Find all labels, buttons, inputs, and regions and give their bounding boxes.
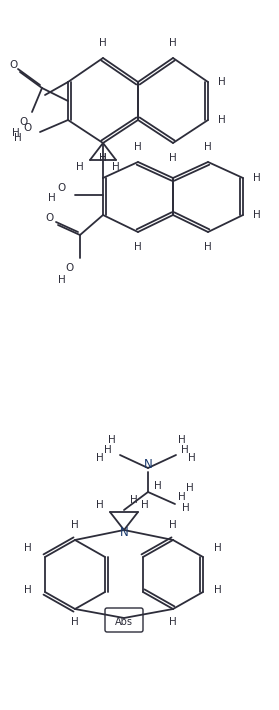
FancyBboxPatch shape (105, 608, 143, 632)
Text: H: H (253, 173, 261, 183)
Text: H: H (169, 617, 177, 627)
Text: H: H (14, 133, 22, 143)
Text: H: H (204, 142, 212, 152)
Text: H: H (24, 543, 32, 553)
Text: Abs: Abs (115, 617, 133, 627)
Text: H: H (130, 495, 138, 505)
Text: H: H (71, 520, 79, 530)
Text: H: H (12, 128, 20, 138)
Text: H: H (99, 38, 107, 48)
Text: H: H (134, 242, 142, 252)
Text: O: O (20, 117, 28, 127)
Text: H: H (58, 275, 66, 285)
Text: H: H (214, 543, 222, 553)
Text: H: H (186, 483, 194, 493)
Text: H: H (96, 453, 104, 463)
Text: H: H (112, 162, 120, 172)
Text: H: H (154, 481, 162, 491)
Text: O: O (58, 183, 66, 193)
Text: H: H (253, 210, 261, 220)
Text: H: H (169, 520, 177, 530)
Text: H: H (76, 162, 84, 172)
Text: H: H (188, 453, 196, 463)
Text: O: O (46, 213, 54, 223)
Text: H: H (48, 193, 56, 203)
Text: H: H (178, 492, 186, 502)
Text: H: H (218, 77, 226, 87)
Text: O: O (10, 60, 18, 70)
Text: H: H (214, 585, 222, 595)
Text: H: H (169, 38, 177, 48)
Text: N: N (144, 459, 152, 471)
Text: O: O (24, 123, 32, 133)
Text: H: H (204, 242, 212, 252)
Text: H: H (182, 503, 190, 513)
Text: H: H (24, 585, 32, 595)
Text: H: H (169, 153, 177, 163)
Text: H: H (108, 435, 116, 445)
Text: H: H (141, 500, 149, 510)
Text: H: H (178, 435, 186, 445)
Text: H: H (134, 142, 142, 152)
Text: H: H (218, 115, 226, 125)
Text: H: H (104, 445, 112, 455)
Text: H: H (71, 617, 79, 627)
Text: N: N (120, 527, 128, 540)
Text: H: H (99, 153, 107, 163)
Text: H: H (99, 153, 107, 163)
Text: H: H (181, 445, 189, 455)
Text: H: H (96, 500, 104, 510)
Text: O: O (66, 263, 74, 273)
